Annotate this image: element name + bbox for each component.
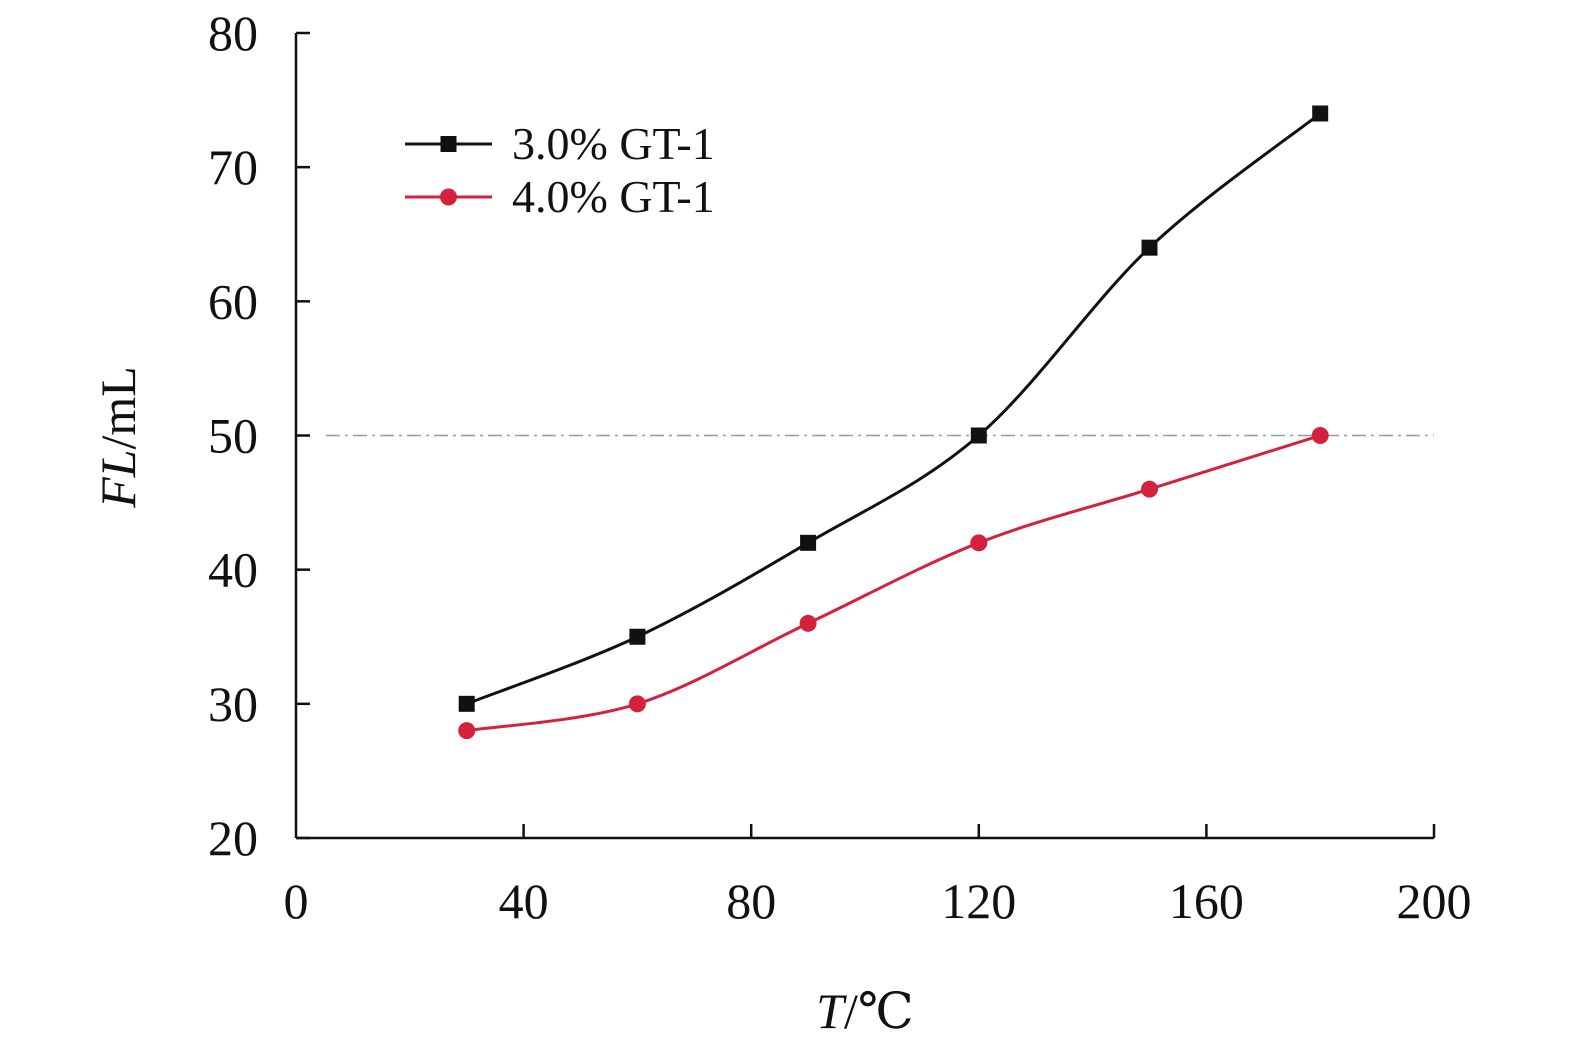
data-point [970,534,988,552]
y-axis-title: FL/mL [90,366,146,509]
data-point [458,722,476,740]
data-point [628,695,646,713]
series-2 [458,427,1329,740]
y-tick-label: 70 [208,139,258,195]
y-tick-label: 50 [208,408,258,464]
x-axis-title-variable: T [816,983,847,1039]
data-point [1312,105,1329,122]
x-tick-label: 200 [1397,873,1472,929]
data-point [629,628,646,645]
data-point [1141,239,1158,256]
axes-layer: 20 30 40 50 60 70 80 0 40 80 120 160 200 [208,5,1472,929]
legend-entry: 3.0% GT-1 [405,118,715,169]
y-tick-label: 30 [208,676,258,732]
legend-label: 4.0% GT-1 [512,171,715,222]
x-tick-label: 120 [941,873,1016,929]
legend-label: 3.0% GT-1 [512,118,715,169]
data-point [1311,427,1329,444]
x-axis-title-unit: /℃ [844,983,914,1039]
y-axis-title-variable: FL [90,449,146,508]
x-tick-label: 0 [284,873,309,929]
series-line [466,434,1321,733]
data-point [800,534,817,551]
y-tick-label: 80 [208,5,258,61]
legend-swatch-marker [440,188,457,206]
x-tick-label: 160 [1169,873,1244,929]
data-point [970,427,987,444]
axis-labels-layer: T/℃ FL/mL [90,366,914,1039]
data-point [458,695,475,712]
data-point [1141,480,1158,498]
y-axis-title-unit: /mL [90,366,146,449]
y-tick-label: 40 [208,542,258,598]
series-1 [458,105,1329,712]
legend-entry: 4.0% GT-1 [405,171,715,222]
x-axis-title: T/℃ [816,983,914,1039]
data-point [799,614,817,632]
x-tick-label: 40 [499,873,549,929]
legend-swatch-marker [440,136,457,152]
series-layer [458,105,1329,740]
y-tick-label: 20 [208,810,258,866]
legend: 3.0% GT-14.0% GT-1 [405,118,715,222]
y-tick-label: 60 [208,273,258,329]
x-tick-label: 80 [726,873,776,929]
series-line [466,112,1322,706]
